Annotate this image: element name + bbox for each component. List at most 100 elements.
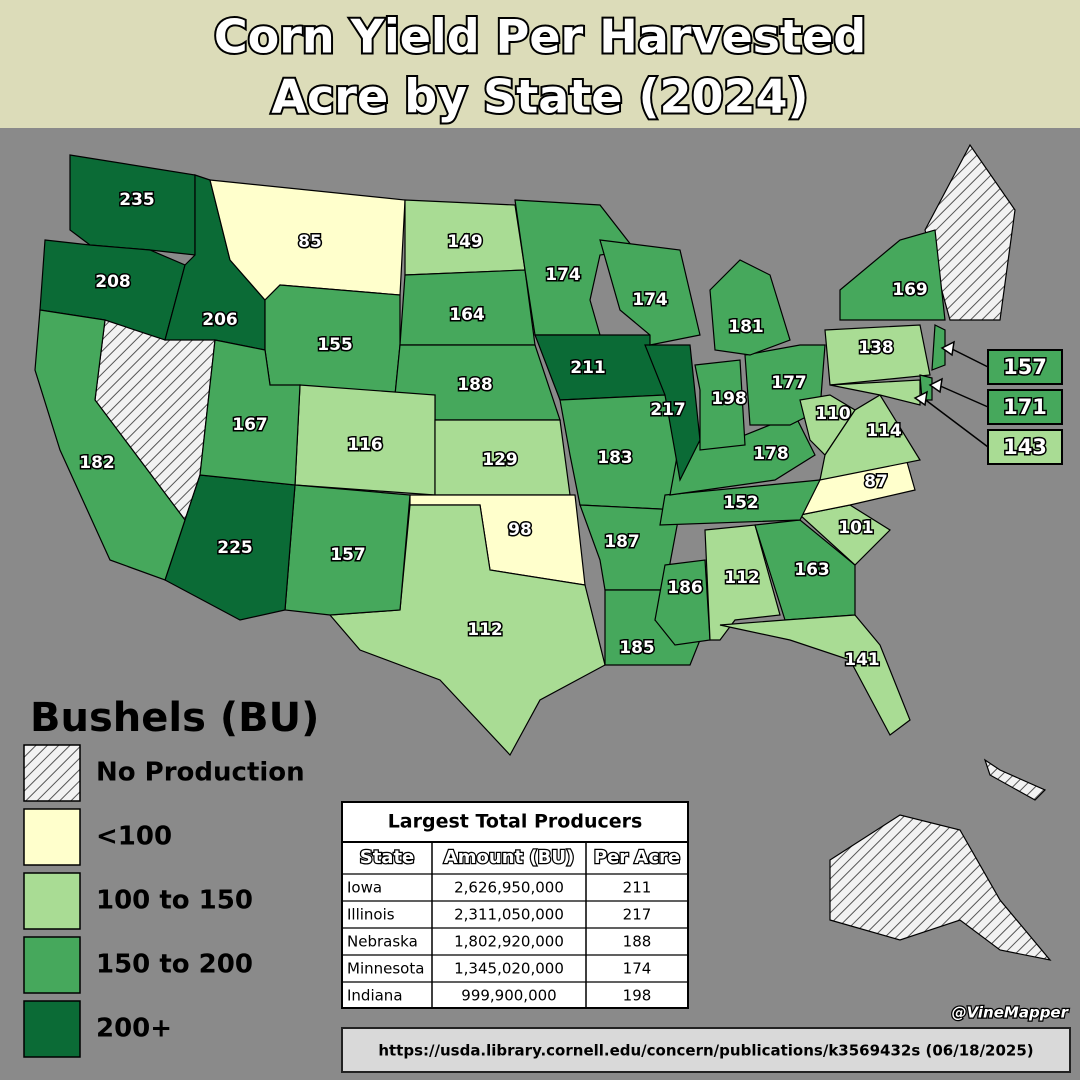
state-value: 157 — [330, 545, 366, 565]
table-cell: Indiana — [347, 987, 403, 1005]
table-cell: 1,802,920,000 — [454, 933, 564, 951]
table-cell: 1,345,020,000 — [454, 960, 564, 978]
state — [514, 199, 637, 336]
state-value: 188 — [457, 375, 493, 395]
legend-swatch — [23, 936, 81, 994]
state-value: 101 — [838, 518, 874, 538]
state-value: 138 — [858, 338, 894, 358]
table-cell: Nebraska — [347, 933, 418, 951]
legend-label: <100 — [96, 822, 172, 852]
legend-swatch — [23, 872, 81, 930]
state-value: 112 — [467, 620, 503, 640]
callout-line — [922, 397, 989, 448]
no-production-state — [924, 143, 1016, 321]
callout-value: 157 — [1003, 355, 1047, 379]
state-value: 112 — [724, 568, 760, 588]
state-value: 110 — [815, 404, 851, 424]
state-value: 116 — [347, 435, 383, 455]
state — [824, 324, 931, 386]
no-production-state — [983, 758, 1047, 801]
legend-title: Bushels (BU) — [30, 695, 319, 741]
state-value: 206 — [202, 310, 238, 330]
state — [199, 339, 301, 486]
state-value: 155 — [317, 335, 353, 355]
table-cell: Minnesota — [347, 960, 424, 978]
table-header: Amount (BU) — [444, 847, 574, 868]
callout-box — [987, 429, 1063, 465]
table-cell: 211 — [623, 879, 652, 897]
table-cell: 2,311,050,000 — [454, 906, 564, 924]
state-value: 186 — [667, 578, 703, 598]
state — [829, 379, 921, 406]
legend-swatch — [23, 744, 81, 802]
callout-arrow — [913, 390, 928, 407]
state — [659, 479, 822, 526]
state-value: 225 — [217, 538, 253, 558]
callout-line — [937, 384, 989, 408]
title-line: Acre by State (2024) — [271, 70, 808, 124]
legend-label: 150 to 200 — [96, 950, 253, 980]
state — [719, 614, 911, 736]
table-cell: 188 — [623, 933, 652, 951]
callout-line — [949, 347, 989, 368]
table-header: State — [360, 847, 415, 868]
state — [839, 229, 946, 321]
callout-value: 143 — [1003, 435, 1047, 459]
table-cell: 2,626,950,000 — [454, 879, 564, 897]
state-value: 183 — [597, 448, 633, 468]
state-value: 114 — [866, 421, 902, 441]
no-production-state — [829, 814, 1052, 961]
state — [931, 324, 946, 371]
state-value: 163 — [794, 560, 830, 580]
state-value: 87 — [864, 472, 888, 492]
state-value: 164 — [449, 305, 485, 325]
state-value: 149 — [447, 232, 483, 252]
table-cell: Iowa — [347, 879, 382, 897]
state-value: 187 — [604, 532, 640, 552]
state-value: 167 — [232, 415, 268, 435]
state-value: 174 — [545, 265, 581, 285]
legend: Bushels (BU) No Production <100 100 to 150 1… — [23, 695, 319, 1058]
legend-swatch — [23, 808, 81, 866]
callout-value: 171 — [1003, 395, 1047, 419]
state-value: 85 — [298, 232, 322, 252]
table-cell: 198 — [623, 987, 652, 1005]
source: https://usda.library.cornell.edu/concern… — [378, 1042, 1033, 1060]
state-value: 141 — [844, 650, 880, 670]
state-value: 235 — [119, 190, 155, 210]
state-value: 208 — [95, 272, 131, 292]
table-cell: 999,900,000 — [461, 987, 556, 1005]
state — [34, 309, 186, 581]
state-value: 152 — [723, 493, 759, 513]
state-value: 185 — [619, 638, 655, 658]
table-cell: 217 — [623, 906, 652, 924]
callout-box — [987, 349, 1063, 385]
legend-label: 200+ — [96, 1014, 172, 1044]
table: Largest Total Producers State Amount (BU) P… — [341, 801, 689, 1009]
credit: @VineMapper — [952, 1004, 1070, 1022]
state-value: 98 — [508, 520, 532, 540]
state — [694, 359, 746, 451]
source-box — [341, 1027, 1071, 1073]
state-value: 182 — [79, 453, 115, 473]
state — [599, 239, 701, 346]
state-value: 198 — [711, 389, 747, 409]
map — [34, 143, 1052, 961]
state-value: 178 — [753, 444, 789, 464]
state-value: 129 — [482, 450, 518, 470]
callout-arrow — [928, 377, 943, 394]
table-frame — [341, 801, 689, 1009]
state-value: 177 — [771, 373, 807, 393]
state — [709, 259, 791, 356]
state-value: 211 — [570, 358, 606, 378]
table-title: Largest Total Producers — [388, 811, 643, 833]
table-header: Per Acre — [594, 847, 680, 868]
state-value: 217 — [650, 400, 686, 420]
title-line: Corn Yield Per Harvested — [214, 10, 866, 64]
callout-arrow — [940, 340, 955, 357]
legend-label: No Production — [96, 758, 305, 788]
state — [644, 344, 701, 482]
table-cell: Illinois — [347, 906, 395, 924]
state-value: 181 — [728, 317, 764, 337]
